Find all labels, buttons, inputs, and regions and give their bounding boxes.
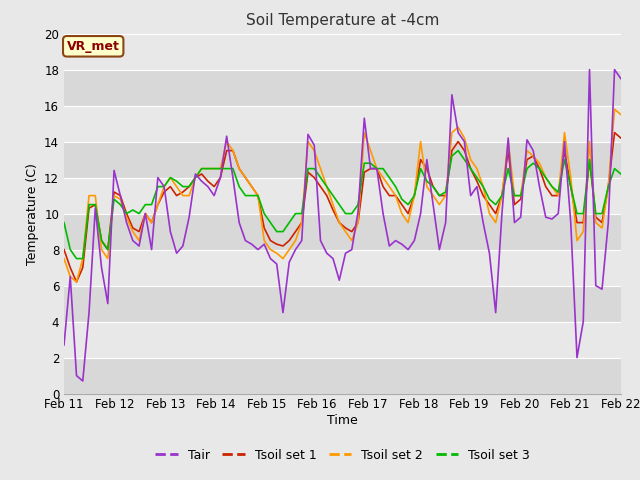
X-axis label: Time: Time <box>327 414 358 427</box>
Text: VR_met: VR_met <box>67 40 120 53</box>
Title: Soil Temperature at -4cm: Soil Temperature at -4cm <box>246 13 439 28</box>
Bar <box>64 178 621 214</box>
Bar <box>64 286 621 322</box>
Bar <box>64 34 621 70</box>
Bar <box>64 214 621 250</box>
Bar <box>64 142 621 178</box>
Bar <box>64 250 621 286</box>
Bar <box>64 106 621 142</box>
Bar <box>64 322 621 358</box>
Bar <box>64 70 621 106</box>
Bar <box>64 358 621 394</box>
Y-axis label: Temperature (C): Temperature (C) <box>26 163 38 264</box>
Legend: Tair, Tsoil set 1, Tsoil set 2, Tsoil set 3: Tair, Tsoil set 1, Tsoil set 2, Tsoil se… <box>150 444 535 467</box>
